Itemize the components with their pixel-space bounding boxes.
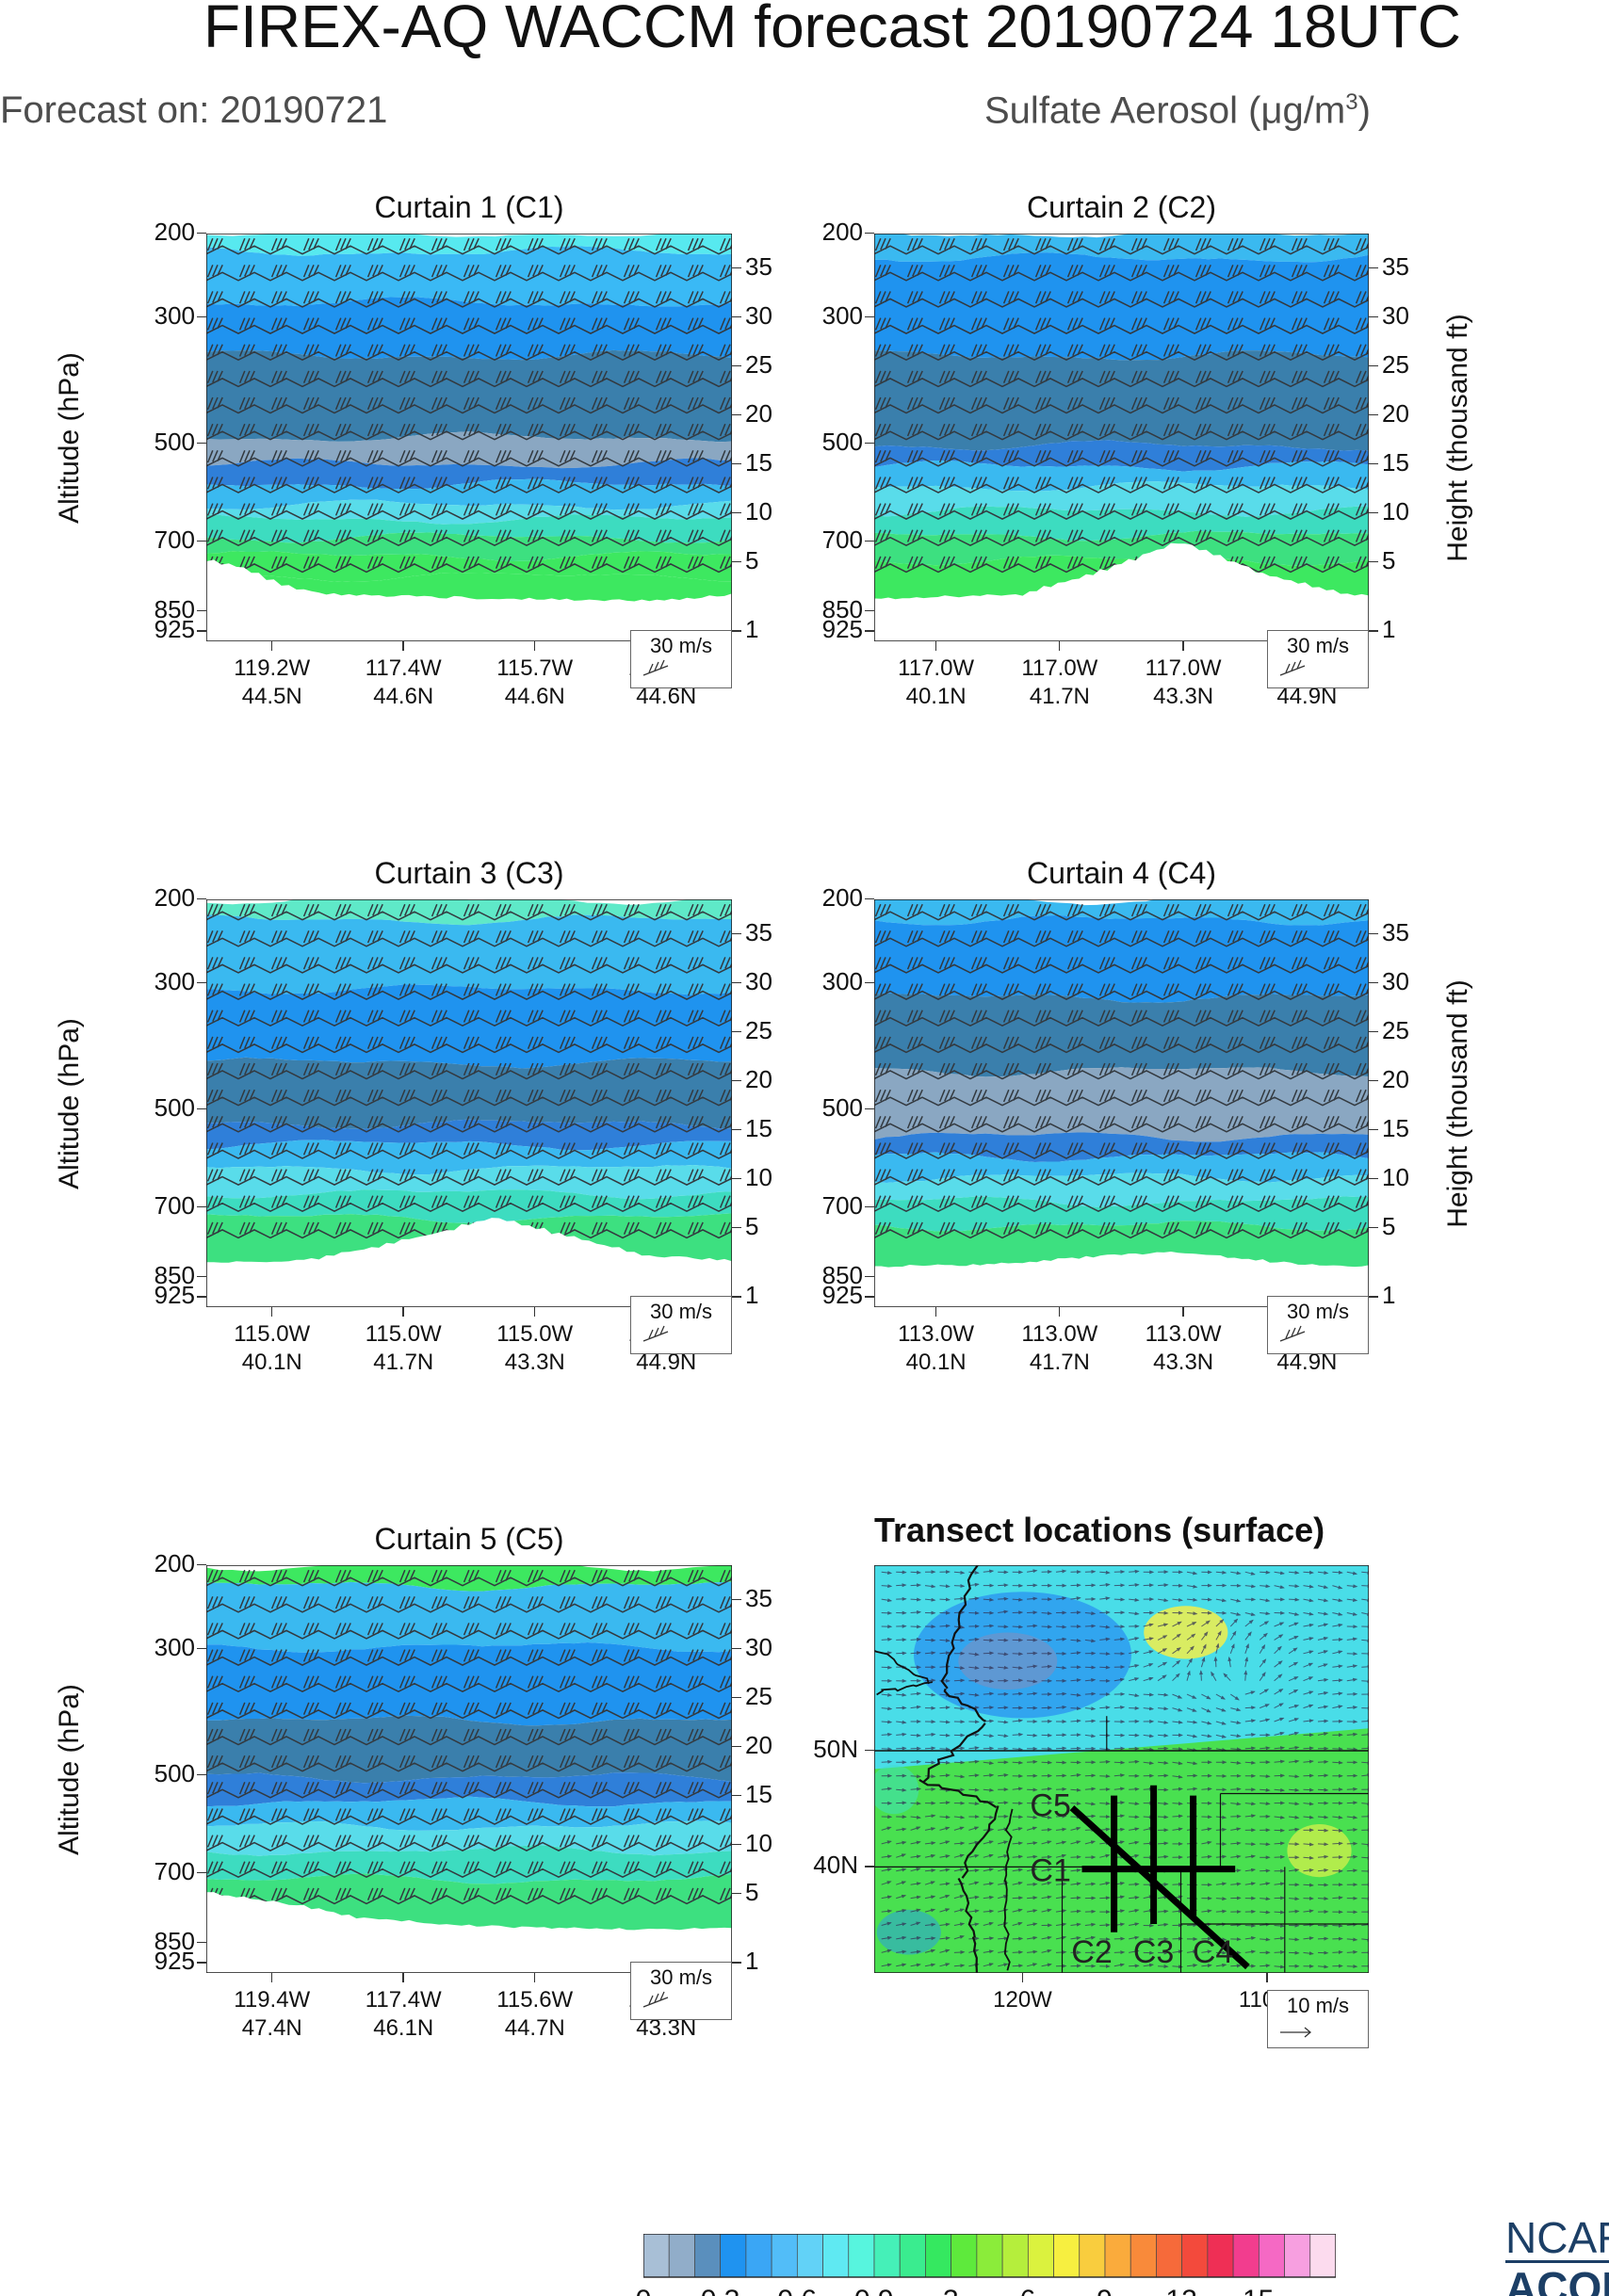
svg-text:C1: C1 bbox=[1030, 1853, 1070, 1889]
svg-text:C3: C3 bbox=[1133, 1934, 1174, 1970]
svg-text:30 m/s: 30 m/s bbox=[650, 634, 712, 657]
svg-text:C5: C5 bbox=[1030, 1787, 1070, 1823]
svg-text:30 m/s: 30 m/s bbox=[650, 1300, 712, 1323]
svg-text:30 m/s: 30 m/s bbox=[650, 1965, 712, 1989]
svg-text:30 m/s: 30 m/s bbox=[1287, 1300, 1349, 1323]
svg-text:10 m/s: 10 m/s bbox=[1287, 1994, 1349, 2017]
svg-text:30 m/s: 30 m/s bbox=[1287, 634, 1349, 657]
svg-text:C4: C4 bbox=[1193, 1934, 1233, 1970]
svg-text:C2: C2 bbox=[1071, 1934, 1112, 1970]
